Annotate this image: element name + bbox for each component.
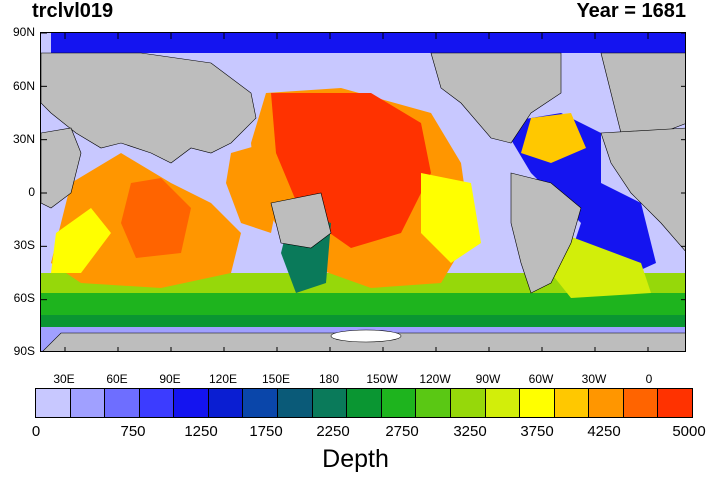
west-pacific [226,143,281,233]
colorbar-box [139,389,175,417]
colorbar-box [520,389,555,417]
colorbar-label: 3750 [520,423,554,440]
axis-ticks [41,33,685,351]
lon-label-60w: 60W [528,372,554,386]
colorbar-label: 4250 [587,423,621,440]
colorbar-box [208,389,244,417]
colorbar-box [36,389,71,417]
colorbar-label: 2250 [316,423,350,440]
north-america [430,52,562,144]
lon-label-60e: 60E [106,372,128,386]
lat-label-30s: 30S [13,238,35,252]
australia [270,192,332,249]
colorbar-box [658,389,692,417]
lat-label-60n: 60N [12,79,35,93]
southern-ocean-band [41,315,685,329]
colorbar-box [312,389,348,417]
lon-label-90e: 90E [159,372,181,386]
colorbar-label: 0 [31,423,41,440]
indian-ocean-west [51,208,111,273]
indian-ocean-deep [121,178,191,258]
lon-label-120e: 120E [208,372,238,386]
south-america [510,172,582,294]
colorbar-label: 5000 [672,423,706,440]
south-atlantic [551,233,651,298]
colorbar-box [381,389,417,417]
lon-label-30e: 30E [53,372,75,386]
pacific-ocean-east [421,173,481,263]
colorbar-box [623,389,659,417]
colorbar-label: 1750 [249,423,283,440]
plot-title-right: Year = 1681 [576,0,686,22]
arctic-ocean [51,33,685,53]
lat-label-90n: 90N [12,25,35,39]
lon-label-150e: 150E [261,372,291,386]
north-atlantic [521,113,586,163]
colorbar-box [450,389,486,417]
colorbar-box [174,389,209,417]
colorbar-label: 750 [120,423,146,440]
map-panel [40,32,686,352]
colorbar-label: 3250 [453,423,487,440]
colorbar-box [278,389,313,417]
lon-label-180: 180 [318,372,340,386]
colorbar-label: 1250 [184,423,218,440]
lat-label-30n: 30N [12,132,35,146]
colorbar-label: 2750 [385,423,419,440]
colorbar-box [243,389,279,417]
colorbar-box [416,389,451,417]
colorbar-box [485,389,521,417]
colorbar-box [554,389,590,417]
ice-shelf [330,329,402,343]
lat-label-60s: 60S [13,291,35,305]
plot-title-left: trclvl019 [32,0,114,22]
colorbar-title: Depth [322,445,389,473]
lon-label-150w: 150W [366,372,398,386]
lon-label-120w: 120W [419,372,451,386]
colorbar [35,388,693,418]
lon-label-0: 0 [645,372,653,386]
colorbar-box [589,389,624,417]
africa [600,127,685,252]
world-map [41,33,685,351]
east-africa-edge [41,127,82,209]
lon-label-90w: 90W [475,372,501,386]
colorbar-box [105,389,140,417]
lon-label-30w: 30W [581,372,607,386]
lat-label-90s: 90S [13,344,35,358]
colorbar-box [70,389,106,417]
colorbar-box [347,389,382,417]
eurasia [41,52,257,164]
lat-label-0: 0 [28,185,35,199]
